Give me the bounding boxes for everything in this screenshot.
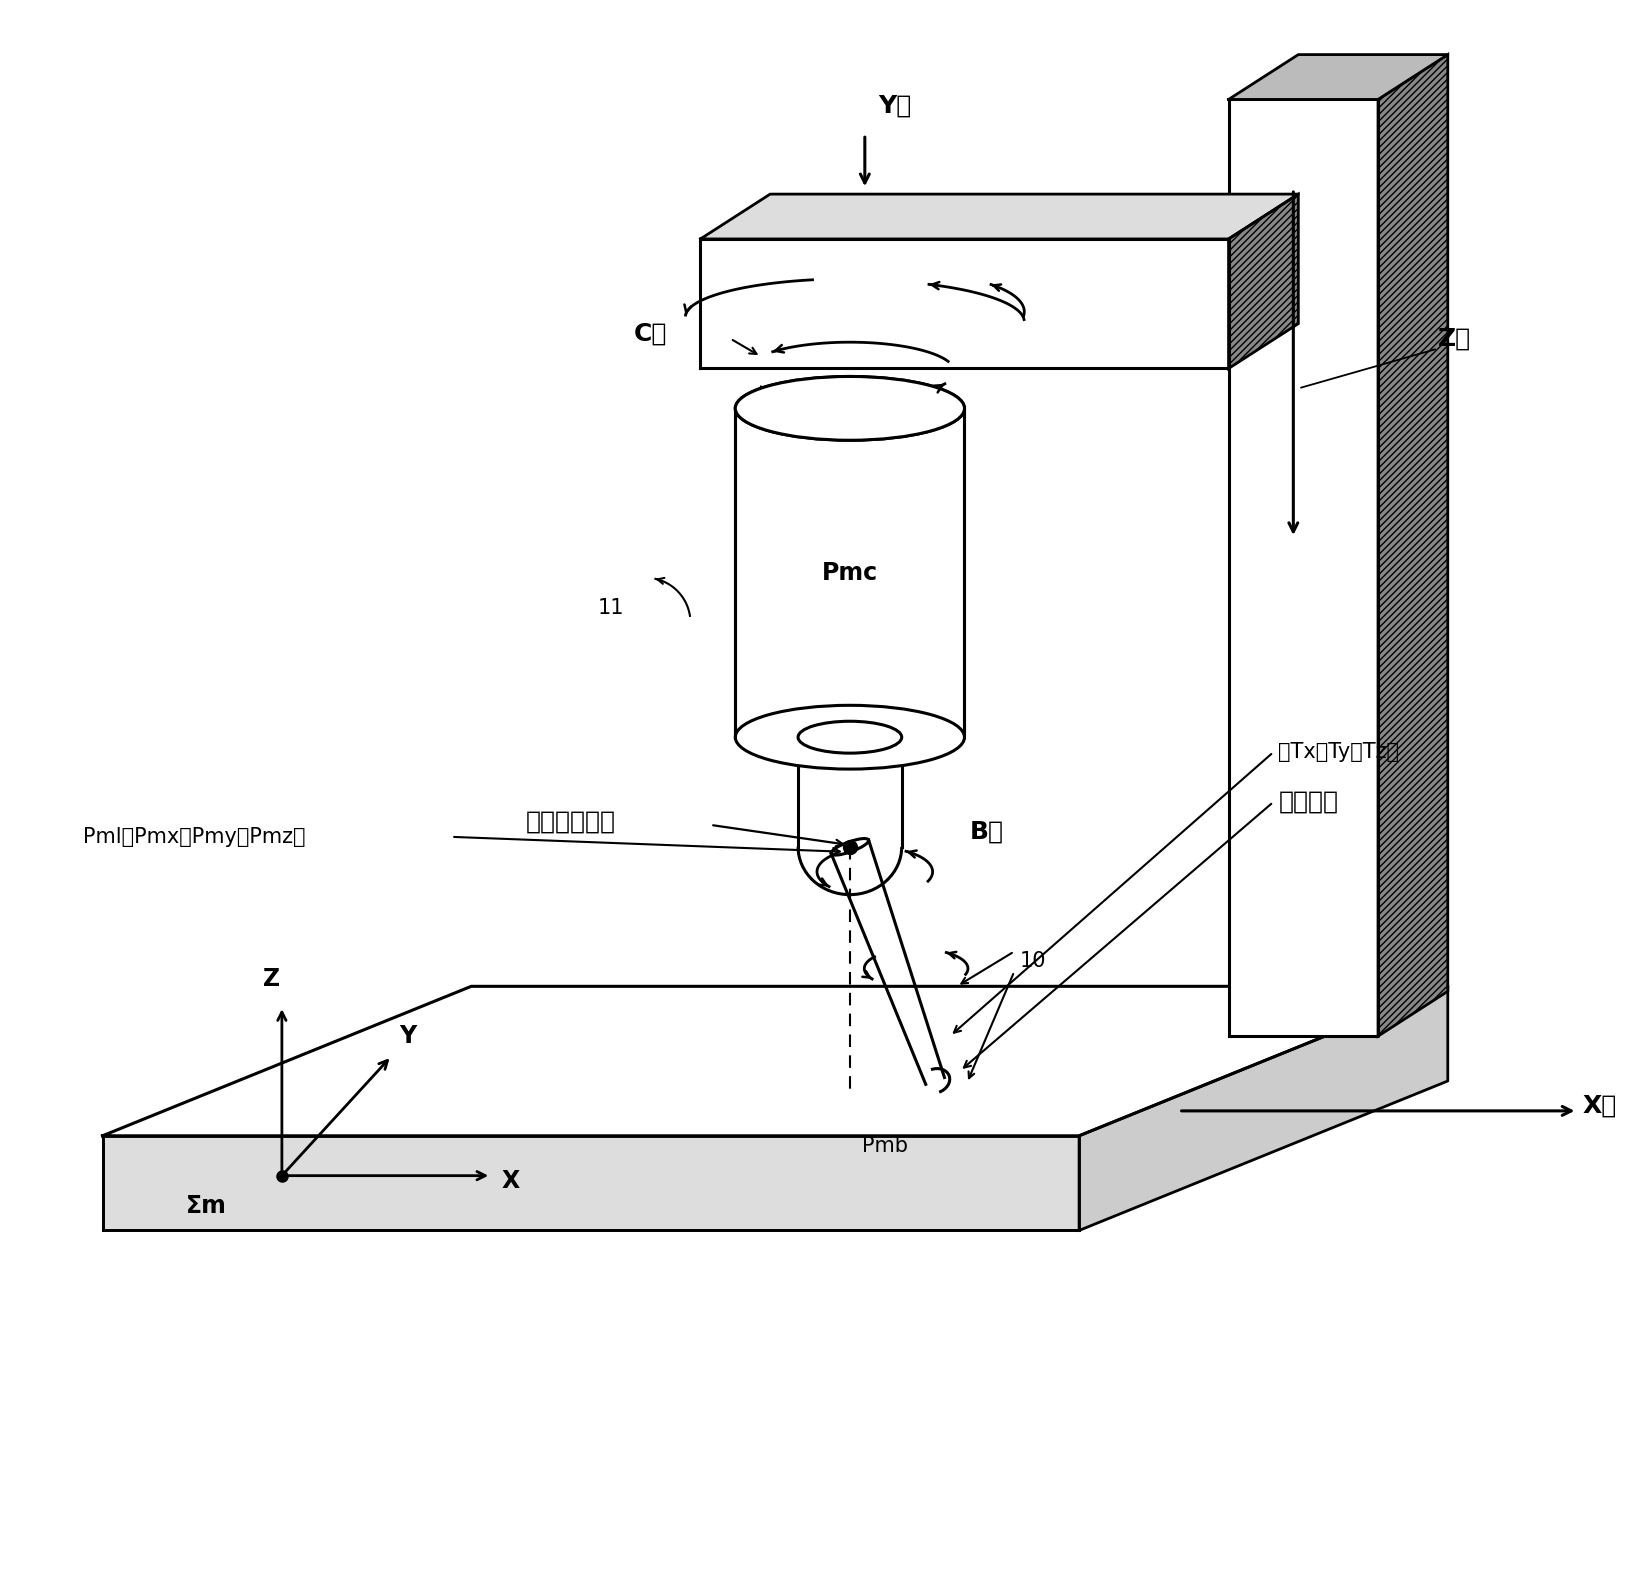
Text: Pmb: Pmb xyxy=(861,1136,909,1155)
Text: Pmc: Pmc xyxy=(822,560,877,584)
Polygon shape xyxy=(1079,987,1447,1230)
Text: Y轴: Y轴 xyxy=(877,94,912,117)
Text: B轴: B轴 xyxy=(969,820,1003,844)
Polygon shape xyxy=(1228,194,1298,368)
Text: 刀具旋转中心: 刀具旋转中心 xyxy=(525,809,616,833)
Text: C轴: C轴 xyxy=(634,322,668,346)
Text: 11: 11 xyxy=(598,598,624,617)
Text: Z轴: Z轴 xyxy=(1437,327,1472,351)
Polygon shape xyxy=(799,738,902,847)
Ellipse shape xyxy=(799,720,902,754)
Polygon shape xyxy=(701,240,1228,368)
Text: Y: Y xyxy=(399,1024,417,1047)
Polygon shape xyxy=(1228,100,1378,1036)
Text: 10: 10 xyxy=(1020,952,1046,971)
Text: X轴: X轴 xyxy=(1583,1093,1617,1117)
Polygon shape xyxy=(1228,54,1447,100)
Text: Σm: Σm xyxy=(187,1193,228,1217)
Text: （Tx、Ty、Tz）: （Tx、Ty、Tz） xyxy=(1278,743,1400,762)
Ellipse shape xyxy=(735,705,964,770)
Polygon shape xyxy=(735,408,964,738)
Ellipse shape xyxy=(735,376,964,440)
Text: X: X xyxy=(501,1168,519,1193)
Text: Z: Z xyxy=(264,968,280,992)
Text: 刀具端点: 刀具端点 xyxy=(1278,790,1339,814)
Polygon shape xyxy=(1378,54,1447,1036)
Text: Pml（Pmx、Pmy、Pmz）: Pml（Pmx、Pmy、Pmz） xyxy=(82,827,304,847)
Ellipse shape xyxy=(735,376,964,440)
Polygon shape xyxy=(701,194,1298,240)
Polygon shape xyxy=(103,1136,1079,1230)
Polygon shape xyxy=(103,987,1447,1136)
Ellipse shape xyxy=(832,838,869,855)
